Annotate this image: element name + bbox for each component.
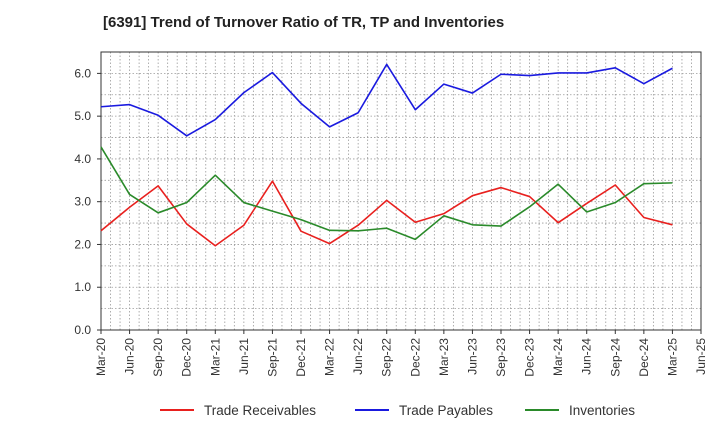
y-tick-label: 3.0 xyxy=(74,195,91,209)
x-tick-label: Jun-22 xyxy=(351,338,365,375)
legend-label: Trade Receivables xyxy=(204,403,316,418)
x-tick-label: Mar-22 xyxy=(323,338,337,376)
plot-area xyxy=(101,52,701,330)
y-tick-label: 4.0 xyxy=(74,152,91,166)
x-tick-label: Sep-24 xyxy=(608,338,622,377)
x-tick-label: Mar-25 xyxy=(665,338,679,376)
y-tick-label: 6.0 xyxy=(74,66,91,80)
x-tick-label: Mar-21 xyxy=(208,338,222,376)
y-tick-label: 1.0 xyxy=(74,280,91,294)
x-tick-label: Mar-24 xyxy=(551,338,565,376)
x-tick-label: Dec-20 xyxy=(180,338,194,377)
plot-frame xyxy=(100,51,702,331)
x-tick-label: Jun-21 xyxy=(237,338,251,375)
x-tick-label: Sep-22 xyxy=(380,338,394,377)
x-tick-label: Mar-20 xyxy=(94,338,108,376)
series-line-inventories xyxy=(100,146,673,241)
x-tick-label: Jun-24 xyxy=(580,338,594,375)
x-tick-label: Dec-24 xyxy=(637,338,651,377)
x-tick-label: Sep-21 xyxy=(265,338,279,377)
series-line-trade-receivables xyxy=(100,180,673,247)
x-tick-label: Dec-23 xyxy=(523,338,537,377)
legend-label: Inventories xyxy=(569,403,635,418)
y-tick-label: 5.0 xyxy=(74,109,91,123)
x-tick-label: Jun-23 xyxy=(465,338,479,375)
x-tick-label: Mar-23 xyxy=(437,338,451,376)
grid xyxy=(100,51,702,331)
x-tick-label: Jun-20 xyxy=(123,338,137,375)
series-line-trade-payables xyxy=(100,63,673,137)
y-tick-label: 0.0 xyxy=(74,323,91,337)
legend-label: Trade Payables xyxy=(399,403,493,418)
x-tick-label: Sep-20 xyxy=(151,338,165,377)
x-tick-label: Dec-21 xyxy=(294,338,308,377)
chart-title: [6391] Trend of Turnover Ratio of TR, TP… xyxy=(103,14,505,31)
x-tick-label: Sep-23 xyxy=(494,338,508,377)
x-tick-label: Jun-25 xyxy=(694,338,708,375)
x-tick-label: Dec-22 xyxy=(408,338,422,377)
y-tick-label: 2.0 xyxy=(74,237,91,251)
